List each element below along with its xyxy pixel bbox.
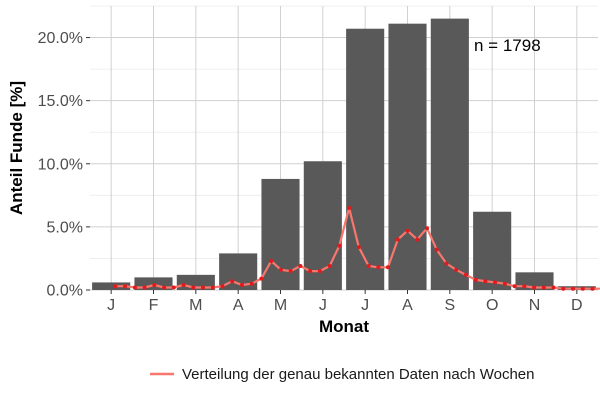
x-tick-label: A [402, 297, 413, 314]
bar-series [92, 18, 596, 290]
weekly-point [152, 283, 157, 287]
sample-size-annotation: n = 1798 [474, 36, 541, 55]
bar [261, 178, 300, 290]
weekly-point [259, 276, 264, 281]
weekly-point [571, 286, 575, 291]
weekly-point [230, 279, 235, 284]
weekly-point [171, 285, 176, 290]
line-series [113, 206, 600, 291]
legend-label: Verteilung der genau bekannten Daten nac… [182, 366, 535, 383]
legend: Verteilung der genau bekannten Daten nac… [150, 366, 535, 383]
weekly-point [502, 281, 507, 286]
weekly-point [541, 285, 546, 290]
weekly-point [532, 285, 537, 290]
y-axis-ticks: 0.0% 5.0% 10.0% 15.0% 20.0% [38, 30, 90, 300]
x-tick-label: M [189, 297, 202, 314]
weekly-point [278, 267, 283, 272]
x-tick-label: F [149, 297, 159, 314]
weekly-point [298, 264, 303, 268]
weekly-point [415, 237, 420, 242]
weekly-point [142, 285, 147, 290]
bar [92, 282, 131, 290]
x-tick-label: N [529, 297, 541, 314]
weekly-point [288, 269, 293, 274]
bar [430, 18, 469, 290]
weekly-point [493, 280, 498, 285]
weekly-point [347, 206, 352, 210]
weekly-point [356, 245, 361, 250]
bar [346, 28, 385, 290]
weekly-line [115, 206, 600, 290]
weekly-point [551, 285, 556, 290]
weekly-point [191, 285, 196, 290]
weekly-point [580, 286, 585, 291]
weekly-point [317, 269, 322, 274]
x-axis-title: Monat [319, 317, 369, 336]
weekly-point [454, 267, 459, 272]
weekly-point [366, 264, 371, 268]
weekly-point [561, 286, 566, 291]
weekly-point [113, 284, 118, 289]
x-tick-label: A [233, 297, 244, 314]
x-tick-label: D [571, 297, 583, 314]
weekly-point [123, 284, 128, 289]
weekly-point [395, 237, 400, 242]
weekly-point [132, 285, 137, 290]
weekly-point [376, 265, 381, 270]
weekly-point [590, 286, 595, 291]
x-tick-label: J [361, 297, 369, 314]
weekly-point [405, 228, 410, 233]
weekly-point [444, 261, 449, 266]
y-tick-label: 0.0% [47, 283, 83, 300]
weekly-point [386, 265, 390, 270]
x-tick-label: O [486, 297, 498, 314]
y-tick-label: 20.0% [38, 30, 83, 47]
weekly-point [220, 284, 225, 289]
x-tick-label: J [107, 297, 115, 314]
weekly-point [201, 285, 205, 290]
weekly-point [337, 243, 342, 248]
y-tick-label: 5.0% [47, 219, 83, 236]
weekly-point [327, 264, 332, 268]
weekly-point [240, 283, 244, 287]
weekly-point [308, 269, 313, 274]
weekly-point [162, 285, 167, 290]
x-tick-label: M [274, 297, 287, 314]
weekly-point [512, 284, 517, 289]
y-tick-label: 10.0% [38, 156, 83, 173]
weekly-point [425, 226, 429, 231]
weekly-point [483, 279, 488, 284]
weekly-point [249, 281, 254, 286]
y-tick-label: 15.0% [38, 93, 83, 110]
weekly-point [473, 277, 478, 282]
weekly-point [181, 283, 186, 287]
x-tick-label: S [444, 297, 455, 314]
weekly-point [434, 247, 439, 252]
y-axis-title: Anteil Funde [%] [7, 81, 26, 215]
weekly-point [210, 285, 215, 290]
weekly-point [269, 259, 274, 263]
x-tick-label: J [319, 297, 327, 314]
weekly-point [522, 284, 527, 289]
bar [473, 211, 512, 290]
weekly-point [463, 272, 468, 277]
